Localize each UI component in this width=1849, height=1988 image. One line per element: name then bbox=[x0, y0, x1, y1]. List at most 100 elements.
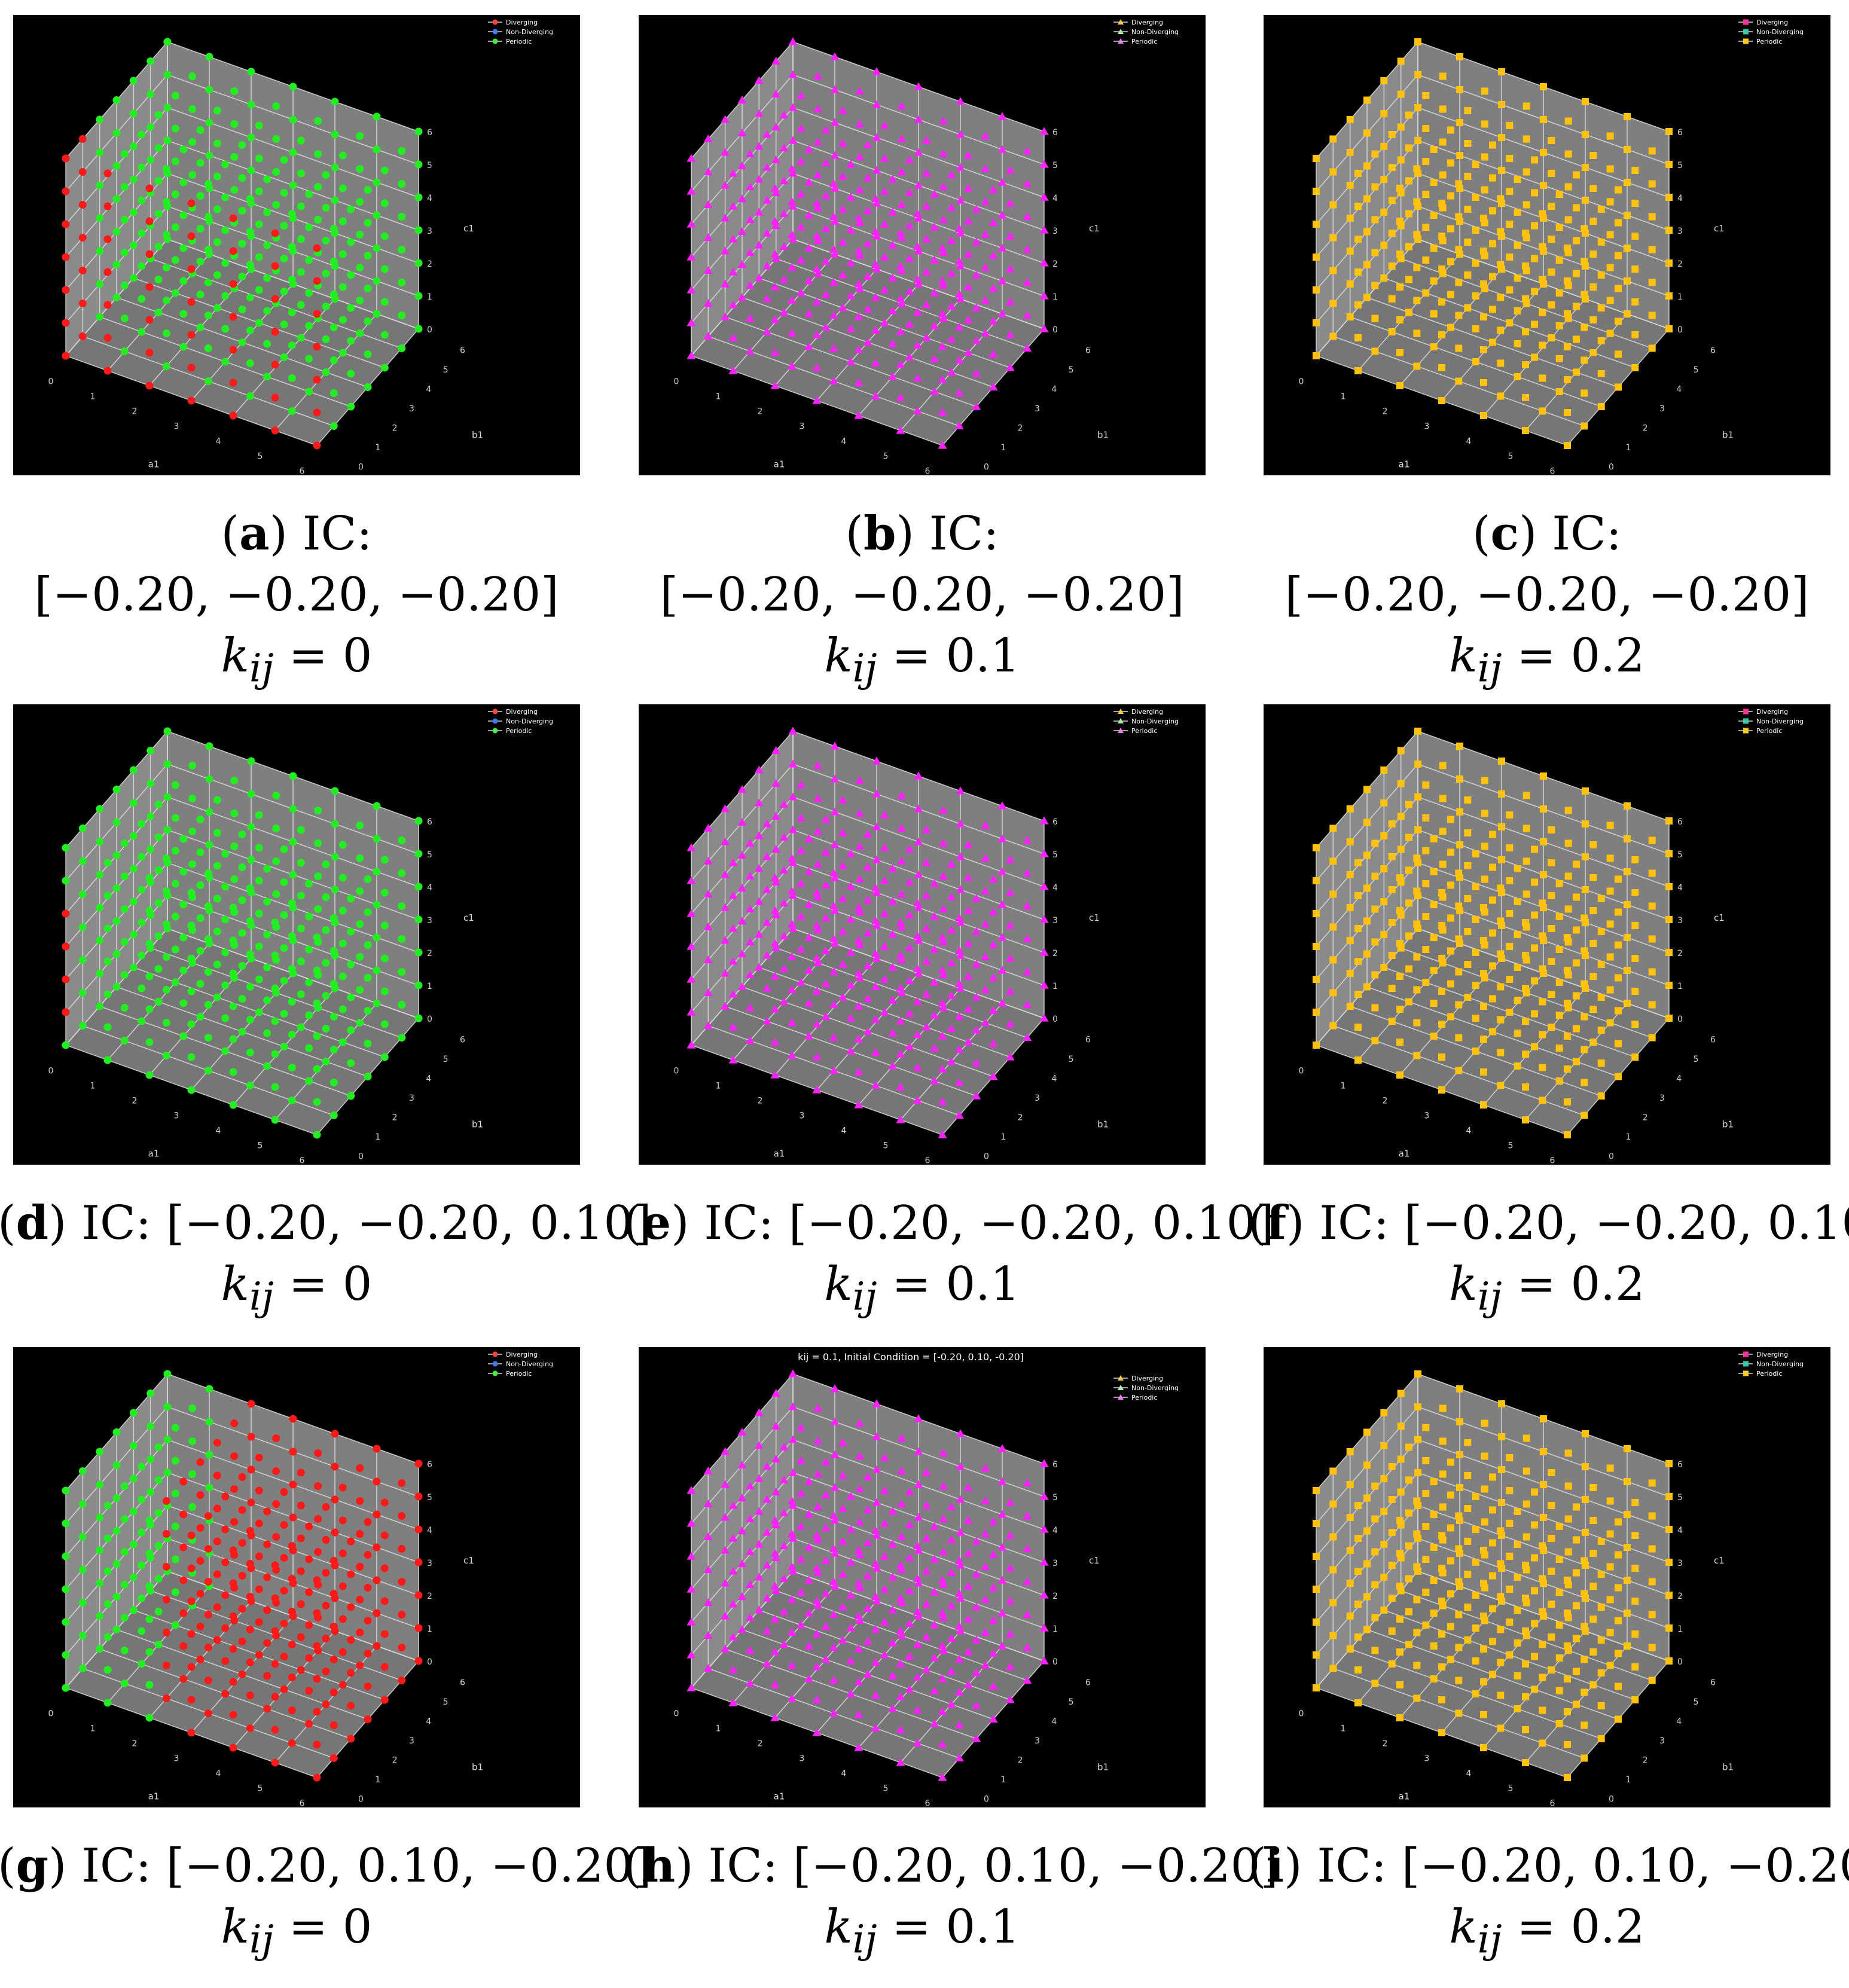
point-1-4-6 bbox=[1422, 92, 1430, 99]
legend-marker-0 bbox=[1118, 709, 1124, 714]
point-5-4-4 bbox=[1589, 907, 1597, 914]
point-4-3-2 bbox=[1531, 1620, 1538, 1627]
caption-line: (f) IC: [−0.20, −0.20, 0.10] bbox=[1248, 1193, 1849, 1254]
point-1-0-3 bbox=[1354, 958, 1362, 965]
point-0-5-4 bbox=[1397, 813, 1405, 820]
point-4-6-4 bbox=[1582, 853, 1589, 860]
point-3-2-0 bbox=[1472, 1048, 1479, 1055]
point-2-0-4 bbox=[145, 1582, 154, 1590]
point-1-3-1 bbox=[154, 1608, 163, 1616]
point-2-5-2 bbox=[855, 908, 865, 916]
point-5-2-5 bbox=[930, 1555, 939, 1563]
point-1-2-5 bbox=[762, 1495, 772, 1503]
point-2-4-0 bbox=[838, 993, 847, 1001]
point-0-3-1 bbox=[737, 260, 747, 268]
point-1-2-6 bbox=[138, 820, 146, 828]
point-5-6-3 bbox=[1624, 1544, 1631, 1551]
point-4-1-2 bbox=[871, 1015, 880, 1024]
point-4-0-6 bbox=[854, 213, 864, 222]
point-6-1-4 bbox=[1581, 291, 1588, 298]
point-4-2-4 bbox=[1514, 931, 1521, 938]
point-5-3-2 bbox=[322, 303, 330, 310]
point-5-0-0 bbox=[1522, 1759, 1529, 1766]
point-0-4-6 bbox=[754, 76, 764, 84]
point-0-2-6 bbox=[1346, 116, 1354, 123]
point-2-3-0 bbox=[1447, 323, 1454, 331]
point-0-1-0 bbox=[78, 1022, 87, 1030]
point-1-0-0 bbox=[728, 366, 738, 374]
tick-label-c1-1: 1 bbox=[1677, 982, 1683, 991]
point-3-0-5 bbox=[812, 231, 822, 240]
point-3-6-5 bbox=[289, 115, 297, 124]
point-1-3-6 bbox=[779, 111, 789, 119]
point-2-0-3 bbox=[145, 1615, 154, 1623]
point-5-5-0 bbox=[356, 329, 364, 337]
point-4-2-5 bbox=[1514, 209, 1521, 216]
point-2-0-1 bbox=[145, 1038, 154, 1046]
point-3-6-4 bbox=[914, 1480, 923, 1488]
point-4-2-2 bbox=[263, 1639, 271, 1647]
point-2-3-3 bbox=[1447, 225, 1454, 233]
point-3-0-2 bbox=[1438, 1021, 1445, 1028]
point-5-2-1 bbox=[1555, 1045, 1563, 1052]
point-3-6-6 bbox=[289, 83, 297, 91]
point-1-6-0 bbox=[830, 939, 840, 947]
point-1-6-4 bbox=[830, 1450, 840, 1458]
point-0-0-5 bbox=[1313, 1520, 1320, 1527]
point-5-5-6 bbox=[981, 1464, 990, 1472]
point-4-2-0 bbox=[1514, 1705, 1521, 1712]
point-0-2-5 bbox=[96, 1480, 104, 1489]
point-0-2-2 bbox=[1346, 937, 1354, 944]
point-1-1-4 bbox=[745, 905, 755, 913]
point-3-6-5 bbox=[1540, 116, 1547, 123]
point-5-0-3 bbox=[896, 1016, 905, 1025]
point-2-3-6 bbox=[821, 126, 831, 134]
point-1-0-3 bbox=[728, 957, 738, 965]
point-5-2-4 bbox=[305, 256, 313, 264]
point-5-1-2 bbox=[913, 341, 922, 349]
point-5-4-6 bbox=[338, 841, 347, 849]
point-3-2-3 bbox=[1472, 259, 1479, 267]
point-3-5-3 bbox=[1522, 201, 1530, 209]
point-6-2-3 bbox=[347, 1636, 355, 1644]
point-5-4-6 bbox=[963, 1483, 973, 1491]
point-5-4-1 bbox=[963, 315, 973, 323]
point-3-4-2 bbox=[1506, 1586, 1514, 1593]
point-5-5-1 bbox=[1606, 1629, 1614, 1636]
point-5-6-6 bbox=[373, 1445, 381, 1453]
point-6-0-5 bbox=[1564, 1610, 1571, 1617]
caption-label: (f) bbox=[1248, 1196, 1320, 1250]
point-4-6-3 bbox=[956, 885, 965, 893]
point-5-1-2 bbox=[1539, 341, 1546, 349]
point-1-4-2 bbox=[796, 1555, 805, 1563]
point-6-4-1 bbox=[380, 1663, 389, 1671]
point-1-3-6 bbox=[779, 800, 789, 808]
point-6-1-4 bbox=[1581, 1623, 1588, 1630]
point-1-2-5 bbox=[762, 852, 772, 860]
point-3-4-5 bbox=[1506, 155, 1514, 162]
point-2-4-4 bbox=[213, 172, 221, 181]
tick-label-a1-5: 5 bbox=[883, 451, 889, 461]
point-5-3-0 bbox=[322, 1058, 330, 1065]
caption-text: kij = 0.2 bbox=[1449, 629, 1645, 691]
point-3-2-4 bbox=[846, 1558, 856, 1566]
point-2-5-5 bbox=[230, 120, 239, 128]
tick-label-a1-1: 1 bbox=[716, 1724, 721, 1733]
point-0-2-4 bbox=[96, 871, 104, 879]
point-6-2-1 bbox=[1597, 1059, 1605, 1067]
point-1-5-3 bbox=[1439, 1503, 1447, 1511]
point-5-4-2 bbox=[963, 972, 973, 980]
point-4-0-6 bbox=[854, 1546, 864, 1554]
point-6-0-6 bbox=[938, 243, 947, 252]
point-0-1-2 bbox=[78, 956, 87, 964]
point-0-2-6 bbox=[721, 115, 730, 123]
tick-label-b1-5: 5 bbox=[443, 1055, 448, 1064]
point-4-1-5 bbox=[1497, 228, 1505, 236]
point-2-4-1 bbox=[1464, 961, 1472, 968]
point-6-0-5 bbox=[938, 276, 947, 285]
point-5-2-3 bbox=[1555, 289, 1563, 297]
point-3-1-6 bbox=[1455, 869, 1463, 877]
tick-label-c1-5: 5 bbox=[427, 161, 432, 170]
point-5-6-1 bbox=[373, 966, 381, 975]
